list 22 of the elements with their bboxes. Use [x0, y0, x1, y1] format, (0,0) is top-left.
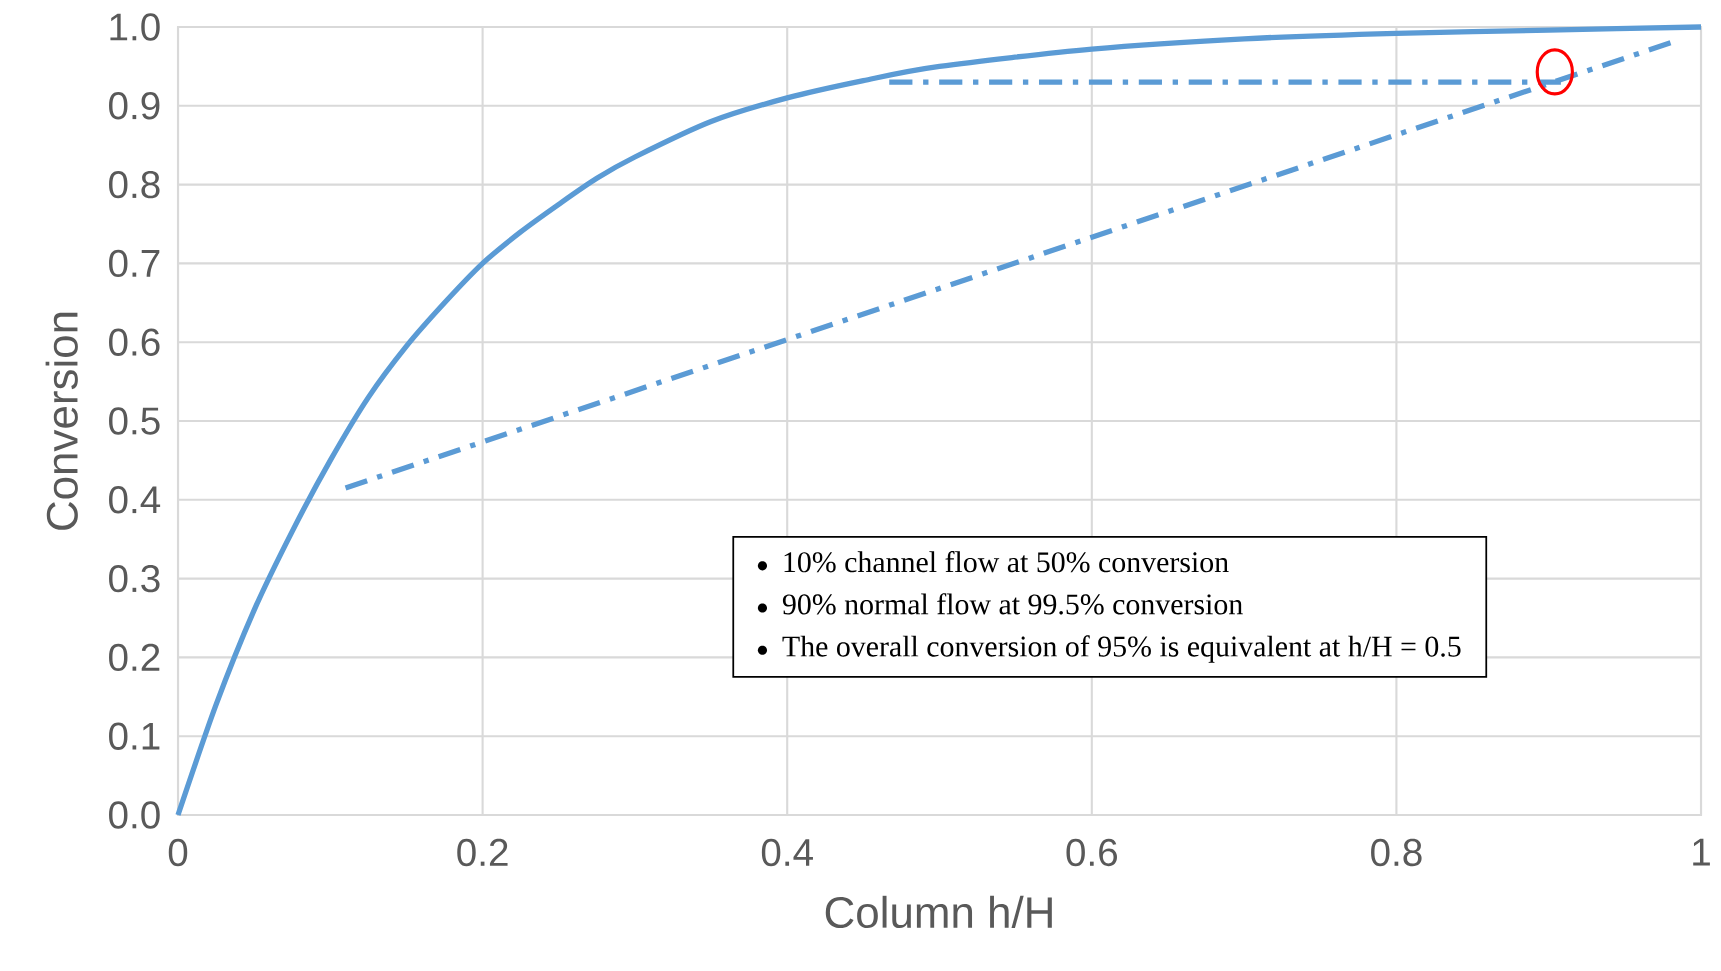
y-tick-label: 1.0 — [110, 13, 160, 41]
y-tick-label: 0.6 — [109, 328, 160, 356]
y-tick-label: 0.2 — [109, 643, 160, 672]
annotation: 90% normal flow at 99.5% conversion — [782, 593, 1243, 615]
x-tick-label: 0.4 — [761, 838, 813, 867]
y-axis-title: Conversion — [45, 312, 78, 530]
y-tick-label: 0.3 — [109, 564, 160, 593]
y-tick-label: 0.8 — [109, 170, 160, 199]
x-tick-label: 0.6 — [1066, 838, 1117, 867]
y-tick-label: 0.1 — [109, 722, 160, 750]
annotation: 10% channel flow at 50% conversion — [784, 550, 1229, 573]
y-tick-label: 0.5 — [109, 407, 160, 435]
annotation: The overall conversion of 95% is equivalent at h/H = 0.5 — [782, 635, 1461, 663]
y-tick-label: 0.0 — [109, 801, 160, 829]
x-tick-label: 0 — [168, 838, 188, 867]
x-tick-label: 0.2 — [457, 838, 508, 867]
x-tick-label: 1 — [1693, 838, 1710, 866]
y-tick-label: 0.4 — [109, 486, 161, 514]
x-axis-title: Column h/H — [825, 895, 1052, 929]
y-tick-label: 0.9 — [109, 92, 160, 120]
y-tick-label: 0.7 — [109, 249, 160, 278]
x-tick-label: 0.8 — [1371, 838, 1422, 867]
